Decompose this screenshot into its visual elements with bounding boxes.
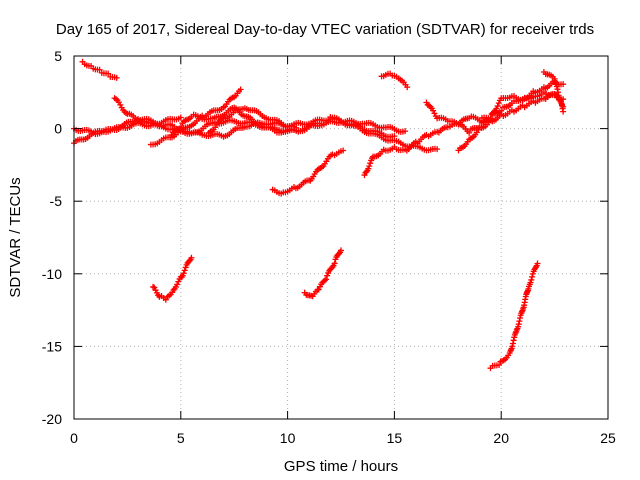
data-point bbox=[321, 277, 328, 284]
data-point bbox=[466, 129, 473, 136]
series-arc-5 bbox=[147, 86, 244, 148]
x-tick-label: 5 bbox=[177, 430, 185, 446]
x-tick-label: 15 bbox=[387, 430, 403, 446]
data-point bbox=[150, 283, 157, 290]
data-point bbox=[96, 66, 103, 73]
data-point bbox=[186, 257, 193, 264]
data-point bbox=[494, 103, 501, 110]
data-point bbox=[336, 250, 343, 257]
x-tick-label: 0 bbox=[70, 430, 78, 446]
data-point bbox=[105, 70, 112, 77]
data-point bbox=[338, 247, 344, 254]
data-point bbox=[188, 254, 195, 261]
data-point bbox=[340, 147, 347, 154]
y-tick-label: -10 bbox=[42, 266, 62, 282]
data-point bbox=[431, 110, 438, 117]
data-point bbox=[560, 108, 567, 115]
data-point bbox=[534, 260, 541, 267]
data-point bbox=[315, 286, 322, 293]
data-point bbox=[316, 120, 323, 127]
series-arc-8 bbox=[327, 113, 441, 154]
data-point bbox=[434, 146, 441, 153]
data-point bbox=[430, 107, 437, 114]
data-point bbox=[331, 260, 338, 267]
data-point bbox=[152, 287, 159, 294]
axis-ticks bbox=[73, 55, 609, 420]
y-tick-label: 0 bbox=[54, 121, 62, 137]
data-point bbox=[175, 278, 182, 285]
data-point bbox=[404, 84, 411, 91]
series-arc-7 bbox=[205, 105, 300, 136]
data-point bbox=[113, 74, 120, 81]
y-tick-label: -20 bbox=[42, 411, 62, 427]
data-point bbox=[180, 270, 187, 277]
data-point bbox=[560, 81, 567, 88]
data-point bbox=[426, 102, 433, 109]
data-point bbox=[177, 124, 184, 131]
series-arc-14 bbox=[540, 68, 567, 115]
axis-tick-labels: 0 5 10 15 20 25 5 0 -5 -10 -15 -20 bbox=[42, 48, 616, 446]
data-point bbox=[496, 362, 503, 369]
series-arc-12 bbox=[423, 77, 567, 136]
series-arc-1 bbox=[79, 58, 120, 81]
grid bbox=[74, 56, 608, 419]
x-tick-label: 10 bbox=[280, 430, 296, 446]
data-point bbox=[529, 273, 536, 280]
data-series bbox=[71, 58, 567, 372]
data-point bbox=[237, 86, 244, 93]
x-tick-label: 25 bbox=[600, 430, 616, 446]
data-point bbox=[367, 160, 374, 167]
data-point bbox=[402, 128, 409, 135]
x-axis-label: GPS time / hours bbox=[284, 458, 398, 475]
data-point bbox=[122, 110, 129, 117]
data-point bbox=[113, 95, 120, 102]
x-tick-label: 20 bbox=[493, 430, 509, 446]
series-arc-17 bbox=[487, 260, 541, 372]
data-point bbox=[323, 276, 330, 283]
y-tick-label: -15 bbox=[42, 338, 62, 354]
data-point bbox=[491, 108, 498, 115]
data-point bbox=[324, 272, 331, 279]
series-arc-10 bbox=[378, 70, 411, 91]
y-axis-label: SDTVAR / TECUs bbox=[7, 177, 24, 297]
data-point bbox=[174, 281, 181, 288]
series-arc-16 bbox=[301, 247, 344, 300]
data-point bbox=[495, 100, 502, 107]
series-arc-9 bbox=[269, 147, 347, 197]
data-point bbox=[170, 286, 177, 293]
data-point bbox=[366, 163, 373, 170]
data-point bbox=[177, 114, 184, 121]
series-arc-13 bbox=[455, 91, 567, 154]
series-arc-15 bbox=[150, 254, 195, 303]
y-tick-label: 5 bbox=[54, 48, 62, 64]
data-point bbox=[293, 124, 300, 131]
data-point bbox=[363, 168, 370, 175]
chart-title: Day 165 of 2017, Sidereal Day-to-day VTE… bbox=[56, 21, 594, 38]
data-point bbox=[181, 267, 188, 274]
y-tick-label: -5 bbox=[50, 193, 63, 209]
data-point bbox=[528, 276, 535, 283]
plot-area-border bbox=[73, 55, 609, 420]
